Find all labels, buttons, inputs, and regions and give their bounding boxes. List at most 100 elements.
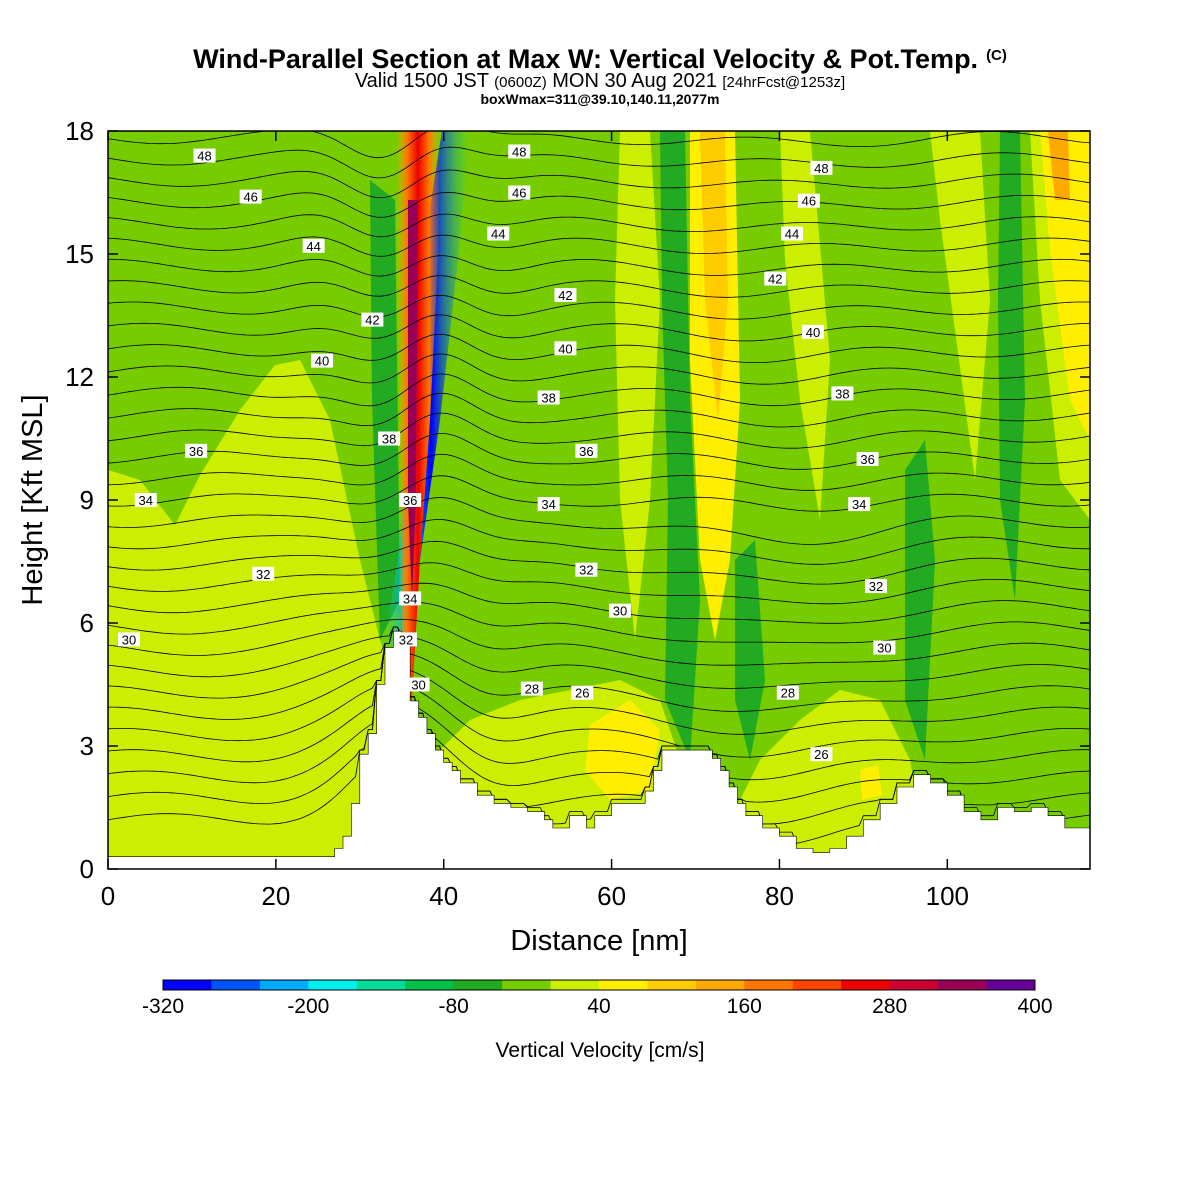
- theta-label-text: 34: [403, 591, 417, 606]
- colorbar-swatch: [744, 980, 794, 990]
- theta-label: 38: [537, 390, 560, 406]
- theta-label: 42: [554, 288, 577, 303]
- theta-contour-line: [108, 540, 1090, 585]
- theta-contour-line: [108, 433, 1090, 470]
- theta-label: 44: [781, 226, 804, 242]
- theta-label-text: 26: [575, 686, 589, 701]
- colorbar-swatch: [163, 980, 212, 990]
- y-tick-label: 9: [80, 485, 94, 515]
- theta-label: 36: [399, 493, 422, 508]
- x-axis-label: Distance [nm]: [510, 925, 687, 957]
- lightgreen-column: [930, 131, 990, 480]
- theta-label: 36: [185, 443, 208, 459]
- colorbar-tick-label: 160: [727, 995, 762, 1018]
- theta-contour-line: [108, 626, 1090, 689]
- theta-label-text: 44: [306, 239, 320, 254]
- theta-contour-line: [108, 169, 1090, 199]
- copyright-mark: (C): [986, 47, 1007, 64]
- theta-contour-line: [108, 582, 1090, 624]
- theta-label-text: 28: [781, 686, 795, 701]
- theta-label-text: 32: [869, 579, 883, 594]
- theta-label-text: 38: [541, 391, 555, 406]
- theta-label-text: 30: [411, 678, 425, 693]
- theta-label: 36: [575, 443, 598, 459]
- colorbar-swatch: [550, 980, 600, 990]
- theta-contour-line: [108, 131, 1090, 159]
- colorbar-swatch: [453, 980, 503, 990]
- colorbar-title: Vertical Velocity [cm/s]: [496, 1039, 705, 1062]
- chart-subtitle: Valid 1500 JST (0600Z) MON 30 Aug 2021 […: [0, 70, 1200, 93]
- theta-contour-line: [108, 626, 1090, 758]
- theta-label: 48: [810, 160, 833, 176]
- downdraft-column: [998, 131, 1025, 600]
- theta-label-text: 48: [512, 145, 526, 160]
- theta-label-text: 26: [814, 747, 828, 762]
- colorbar-swatch: [405, 980, 455, 990]
- y-tick-label: 18: [65, 116, 94, 146]
- x-axis: 0 20 40 60 80 100: [101, 131, 969, 911]
- colorbar-swatch: [841, 980, 891, 990]
- theta-contour-line: [108, 626, 1090, 803]
- theta-label: 30: [608, 603, 631, 619]
- theta-label: 30: [407, 677, 430, 693]
- theta-contour-line: [108, 618, 1090, 666]
- theta-contour-line: [108, 412, 1090, 449]
- theta-label: 36: [856, 452, 879, 467]
- theta-contour-line: [108, 191, 1090, 218]
- theta-label: 34: [399, 591, 422, 606]
- theta-label-text: 42: [768, 272, 782, 287]
- theta-label-text: 36: [189, 444, 203, 459]
- theta-labels: 48 46 44 42 40 38 36 34 32 30 36 34 32 30 48 46 44 42 40 38…: [117, 144, 896, 762]
- theta-label-text: 44: [785, 227, 799, 242]
- theta-label: 40: [802, 324, 825, 340]
- y-tick-label: 3: [80, 731, 94, 761]
- colorbar-swatch: [647, 980, 697, 990]
- colorbar-swatch: [211, 980, 261, 990]
- y-tick-label: 6: [80, 608, 94, 638]
- theta-contour-line: [108, 497, 1090, 545]
- theta-contour-line: [108, 601, 1090, 644]
- theta-label: 32: [575, 562, 598, 578]
- theta-label: 44: [302, 238, 325, 254]
- theta-label: 30: [117, 632, 140, 647]
- theta-contour-line: [108, 454, 1090, 491]
- theta-contour-line: [108, 626, 1090, 781]
- theta-label-text: 42: [365, 313, 379, 328]
- theta-contour-line: [108, 255, 1090, 277]
- lower-field-region: [108, 360, 400, 869]
- colorbar-tick-label: -200: [287, 995, 329, 1018]
- x-tick-label: 100: [926, 881, 969, 911]
- theta-label: 46: [508, 185, 531, 201]
- theta-contour-line: [108, 146, 1090, 179]
- colorbar-swatch: [986, 980, 1036, 990]
- theta-label: 44: [487, 226, 510, 242]
- theta-contours: [108, 131, 1090, 844]
- theta-contour-line: [108, 234, 1090, 257]
- boxwmax-info: boxWmax=311@39.10,140.11,2077m: [480, 91, 720, 107]
- theta-contour-line: [108, 275, 1090, 298]
- theta-label-text: 30: [613, 604, 627, 619]
- theta-contour-line: [108, 333, 1090, 363]
- y-tick-label: 12: [65, 362, 94, 392]
- theta-label-text: 42: [558, 288, 572, 303]
- theta-label: 38: [831, 386, 854, 401]
- theta-contour-line: [108, 626, 1090, 735]
- theta-label-text: 30: [122, 632, 136, 647]
- theta-label-text: 40: [806, 325, 820, 340]
- yellow-column: [1040, 131, 1090, 440]
- theta-label: 26: [810, 747, 833, 762]
- theta-label-text: 38: [382, 432, 396, 447]
- theta-label: 26: [571, 685, 594, 701]
- theta-label-text: 34: [139, 493, 153, 508]
- theta-label-text: 38: [835, 386, 849, 401]
- theta-label: 34: [848, 497, 871, 512]
- y-tick-label: 0: [80, 854, 94, 884]
- theta-label-text: 30: [877, 641, 891, 656]
- downdraft-column: [660, 131, 700, 760]
- colorbar-swatch: [308, 980, 358, 990]
- colorbar-swatch: [792, 980, 842, 990]
- theta-label-text: 32: [579, 563, 593, 578]
- downdraft-column: [370, 180, 400, 640]
- chart-title: Wind-Parallel Section at Max W: Vertical…: [0, 44, 1200, 75]
